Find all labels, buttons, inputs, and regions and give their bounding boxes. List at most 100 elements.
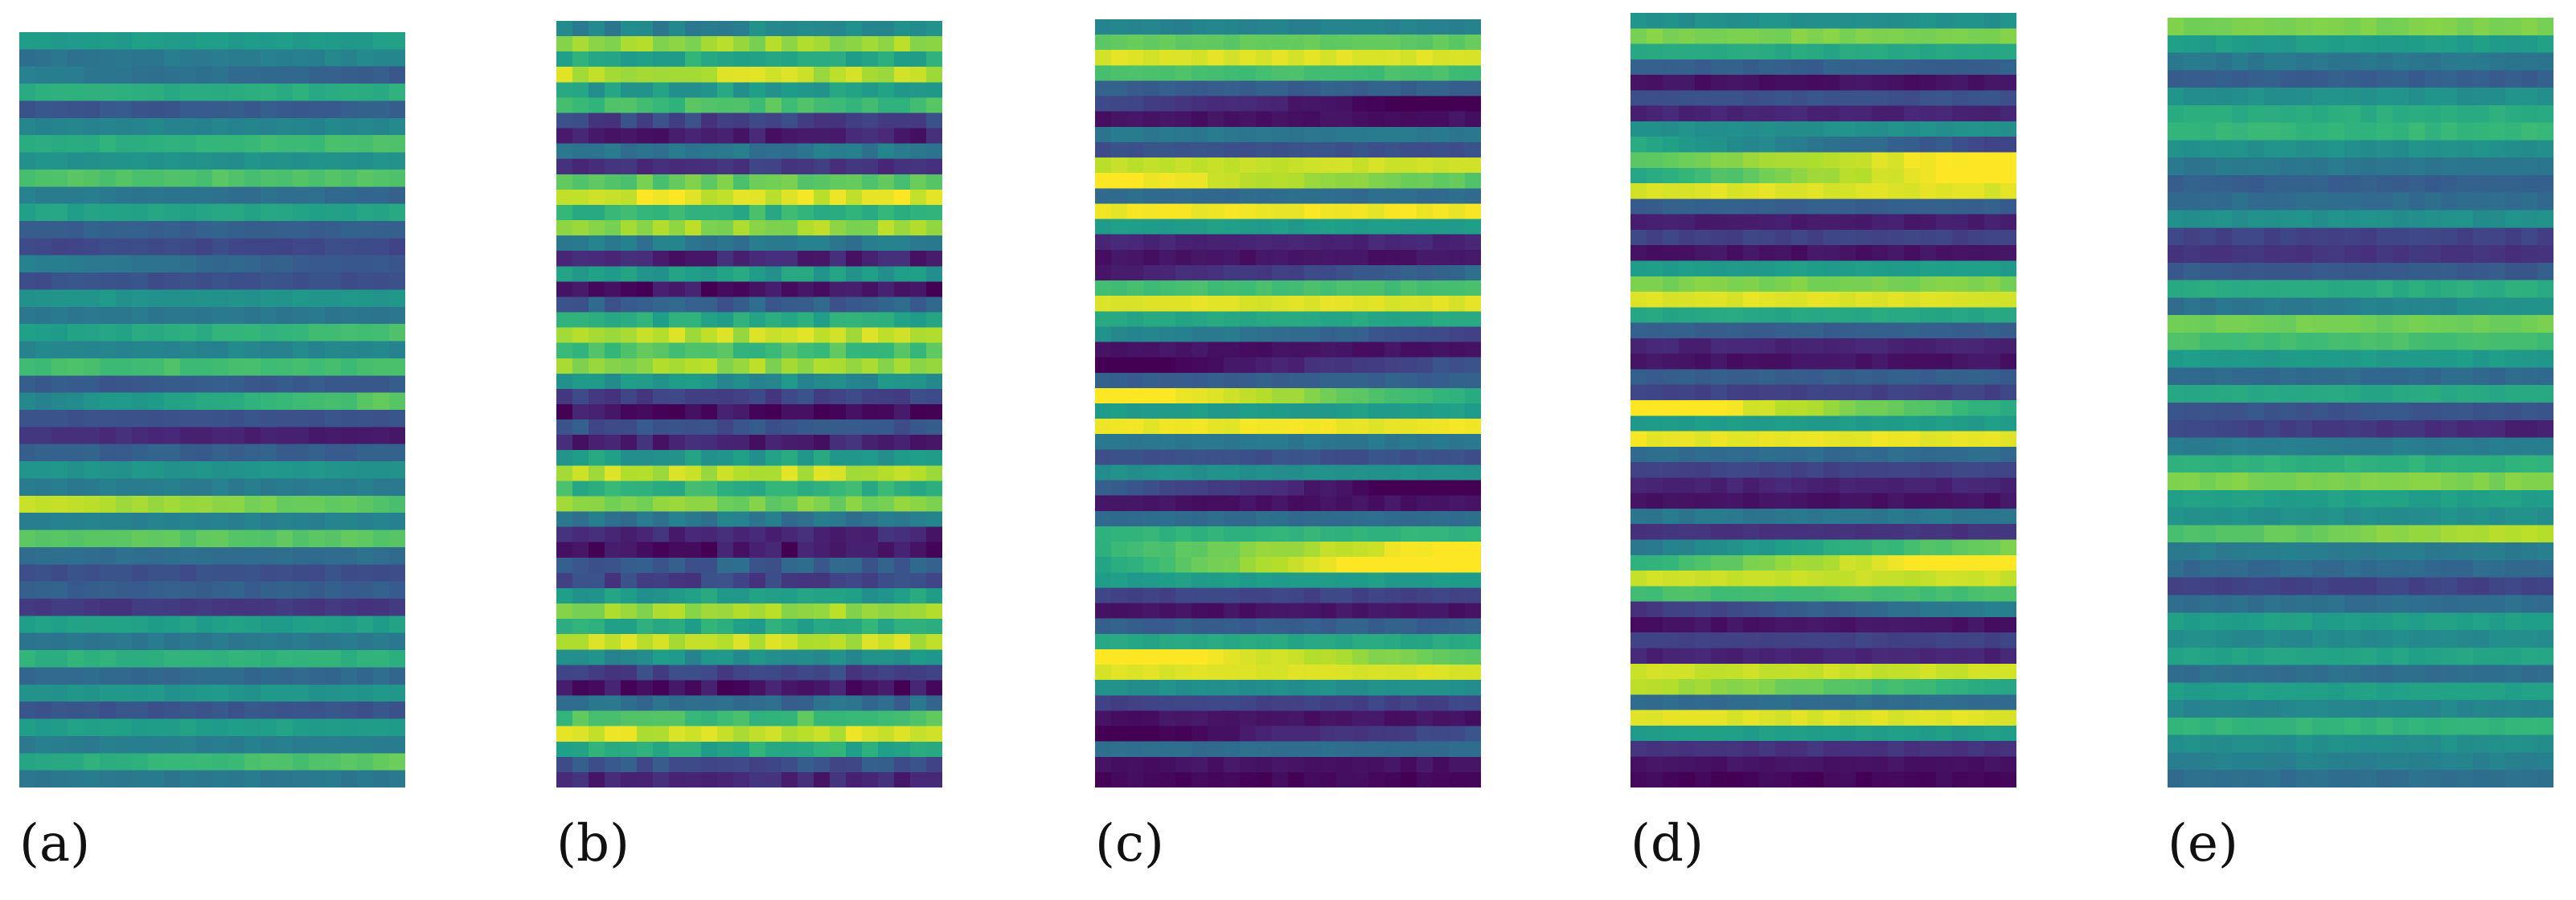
heatmap-cell (1952, 771, 1969, 788)
heatmap-cell (1288, 771, 1305, 788)
heatmap-cell (1631, 90, 1647, 107)
heatmap-cell (1320, 234, 1337, 251)
heatmap-cell (1272, 141, 1289, 158)
heatmap-cell (1175, 387, 1192, 404)
heatmap-cell (2248, 70, 2265, 88)
heatmap-cell (19, 203, 36, 222)
heatmap-cell (910, 665, 927, 681)
heatmap-cell (1743, 679, 1760, 695)
heatmap-cell (164, 324, 181, 342)
heatmap-cell (1192, 65, 1208, 82)
heatmap-cell (1936, 725, 1953, 742)
heatmap-cell (1175, 710, 1192, 727)
heatmap-cell (1127, 141, 1144, 158)
heatmap-cell (373, 667, 390, 685)
heatmap-cell (341, 616, 358, 634)
heatmap-cell (244, 169, 261, 187)
heatmap-cell (1417, 510, 1434, 527)
heatmap-cell (1856, 137, 1873, 153)
heatmap-cell (212, 616, 229, 634)
heatmap-cell (798, 680, 814, 697)
heatmap-cell (309, 203, 326, 222)
heatmap-cell (1208, 434, 1224, 450)
heatmap-cell (1159, 141, 1176, 158)
heatmap-cell (1663, 741, 1680, 758)
heatmap-cell (341, 238, 358, 256)
heatmap-cell (309, 632, 326, 651)
heatmap-cell (878, 450, 895, 466)
heatmap-cell (1449, 387, 1466, 404)
heatmap-cell (2200, 70, 2217, 88)
heatmap-cell (1631, 586, 1647, 603)
heatmap-cell (2000, 338, 2016, 354)
heatmap-cell (1920, 462, 1937, 478)
heatmap-cell (894, 587, 911, 604)
heatmap-cell (637, 481, 654, 497)
heatmap-cell (1159, 80, 1176, 97)
heatmap-cell (798, 603, 814, 620)
heatmap-cell (1872, 245, 1889, 262)
heatmap-cell (1872, 322, 1889, 339)
heatmap-cell (148, 753, 165, 771)
heatmap-cell (878, 189, 895, 206)
heatmap-cell (685, 481, 702, 497)
heatmap-cell (1352, 618, 1369, 635)
heatmap-cell (164, 203, 181, 222)
heatmap-cell (1111, 603, 1128, 620)
heatmap-cell (1288, 618, 1305, 635)
heatmap-cell (2521, 18, 2538, 36)
heatmap-cell (212, 203, 229, 222)
heatmap-cell (1872, 214, 1889, 231)
heatmap-cell (1384, 65, 1401, 82)
heatmap-cell (2377, 245, 2393, 264)
heatmap-cell (1208, 326, 1224, 343)
heatmap-cell (2377, 122, 2393, 141)
heatmap-cell (1417, 741, 1434, 758)
heatmap-cell (2344, 192, 2361, 211)
heatmap-cell (2537, 122, 2553, 141)
heatmap-cell (2328, 122, 2345, 141)
heatmap-cell (1433, 296, 1450, 312)
heatmap-cell (277, 530, 293, 548)
heatmap-cell (1368, 296, 1385, 312)
heatmap-cell (910, 496, 927, 513)
heatmap-cell (212, 650, 229, 669)
heatmap-cell (1352, 219, 1369, 235)
heatmap-cell (148, 581, 165, 599)
heatmap-cell (846, 726, 863, 742)
heatmap-cell (910, 619, 927, 635)
heatmap-cell (1433, 710, 1450, 727)
heatmap-cell (605, 51, 621, 68)
heatmap-cell (84, 770, 100, 788)
heatmap-cell (1159, 188, 1176, 205)
heatmap-cell (556, 741, 573, 758)
heatmap-cell (2441, 158, 2458, 176)
heatmap-cell (164, 718, 181, 737)
heatmap-cell (1272, 19, 1289, 35)
heatmap-cell (1872, 431, 1889, 448)
heatmap-cell (1888, 756, 1905, 773)
heatmap-cell (1175, 280, 1192, 297)
heatmap-cell (212, 444, 229, 462)
heatmap-cell (309, 169, 326, 187)
heatmap-cell (1968, 43, 1985, 60)
heatmap-cell (637, 726, 654, 742)
heatmap-cell (1368, 387, 1385, 404)
heatmap-cell (572, 143, 589, 160)
heatmap-cell (1240, 311, 1257, 327)
heatmap-cell (1240, 296, 1257, 312)
heatmap-cell (2296, 104, 2313, 124)
heatmap-cell (1159, 510, 1176, 527)
heatmap-cell (1336, 96, 1353, 112)
heatmap-cell (260, 32, 277, 50)
heatmap-cell (2425, 52, 2442, 71)
heatmap-cell (1417, 264, 1434, 281)
heatmap-cell (1465, 264, 1481, 281)
heatmap-cell (1695, 121, 1712, 137)
heatmap-cell (637, 342, 654, 359)
heatmap-cell (605, 465, 621, 481)
heatmap-cell (244, 84, 261, 102)
heatmap-cell (1433, 695, 1450, 711)
heatmap-cell (1679, 586, 1696, 603)
heatmap-cell (733, 726, 750, 742)
